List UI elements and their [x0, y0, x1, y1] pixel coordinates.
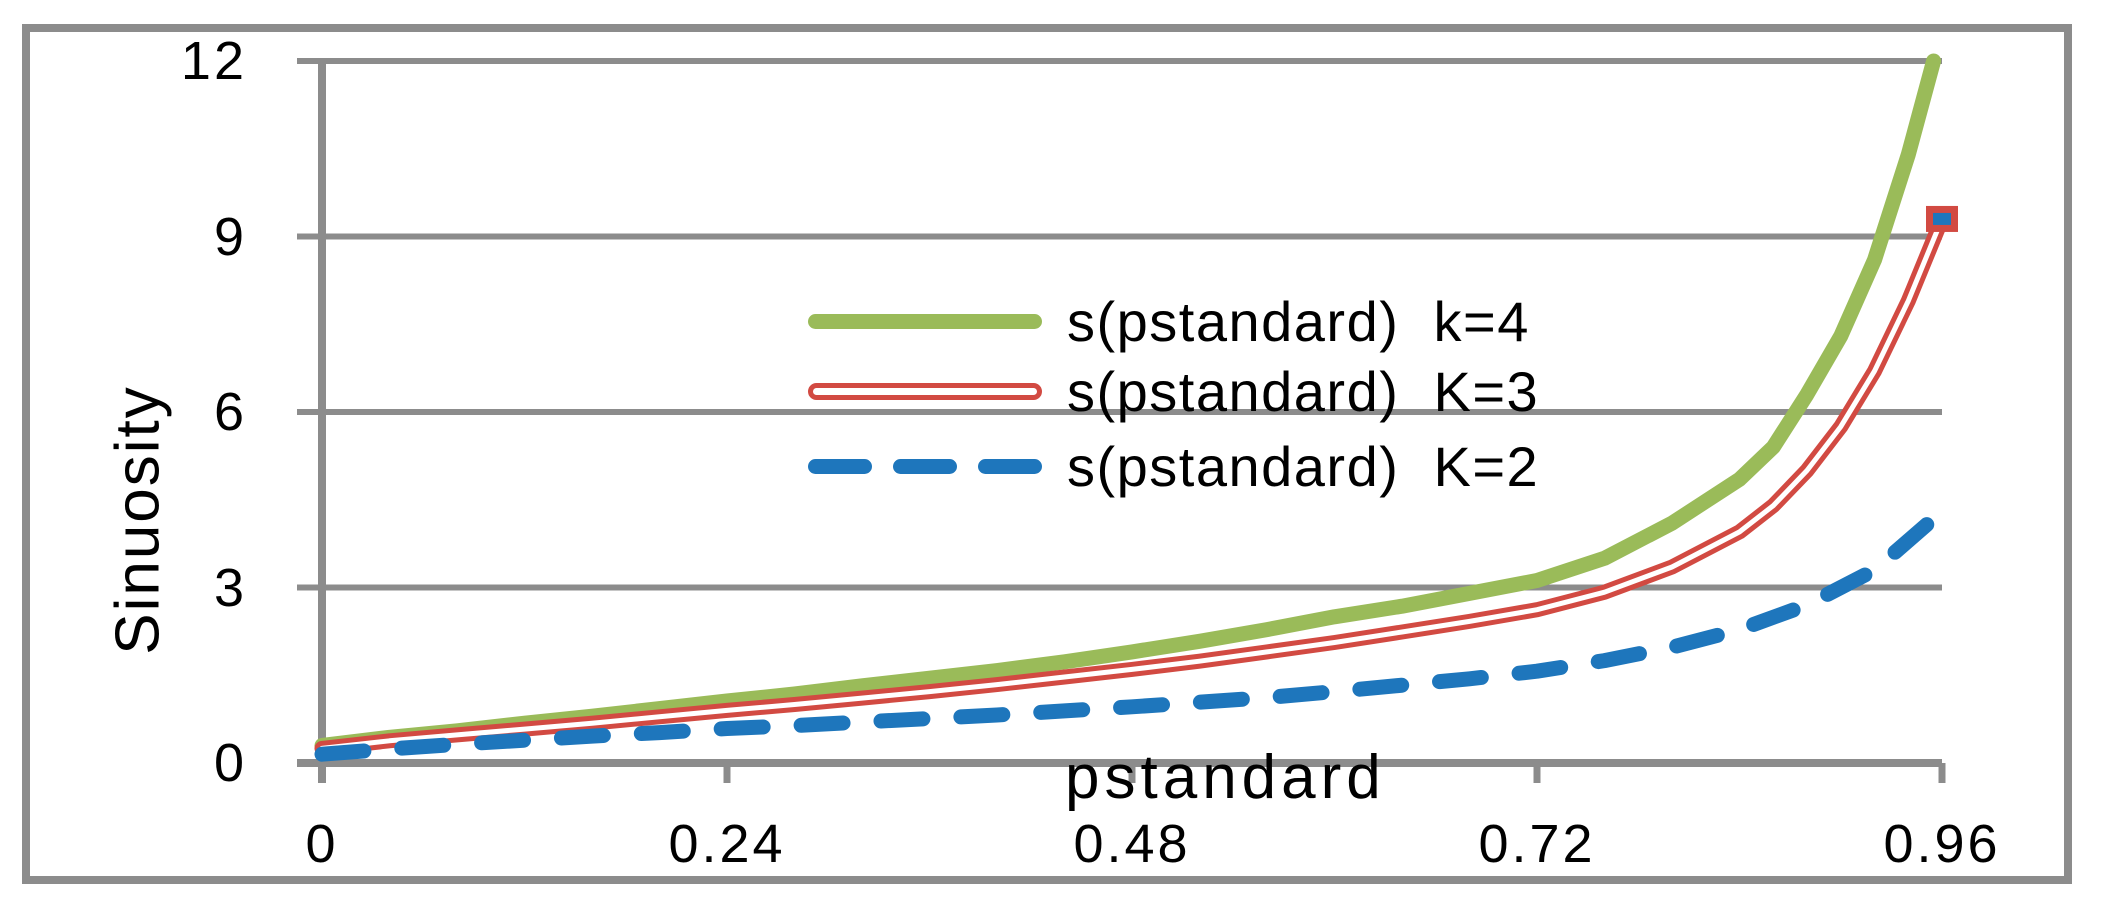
x-tick-label: 0.48 — [1073, 814, 1191, 874]
chart-frame — [22, 24, 2072, 884]
x-tick-label: 0 — [305, 814, 339, 874]
legend-label: s(pstandard) K=3 — [1067, 359, 1540, 423]
green-line-sample — [808, 313, 1042, 329]
blue-line-sample — [808, 458, 1042, 474]
red-line-sample — [808, 382, 1042, 400]
x-tick-label: 0.72 — [1478, 814, 1596, 874]
legend-label: s(pstandard) k=4 — [1067, 289, 1530, 353]
y-tick-label: 0 — [213, 733, 247, 793]
legend-swatch-red-double — [808, 382, 1042, 400]
legend-label: s(pstandard) K=2 — [1067, 434, 1540, 498]
legend-swatch-blue-dashed — [808, 458, 1042, 474]
legend-item-k3: s(pstandard) K=3 — [808, 356, 1539, 426]
legend-item-k4: s(pstandard) k=4 — [808, 286, 1530, 356]
legend-swatch-green-solid — [808, 313, 1042, 329]
dash-segment — [893, 458, 957, 474]
series-line-0 — [314, 53, 1942, 753]
series-line-1-core — [319, 216, 1945, 751]
series-line-2 — [314, 503, 1950, 762]
x-tick-label: 0.24 — [668, 814, 786, 874]
y-tick-label: 12 — [180, 31, 247, 91]
legend-item-k2: s(pstandard) K=2 — [808, 431, 1539, 501]
series-end-marker — [1926, 205, 1958, 232]
dash-segment — [808, 458, 872, 474]
y-tick-label: 9 — [213, 206, 247, 267]
y-tick-label: 3 — [213, 557, 247, 618]
dash-segment — [978, 458, 1042, 474]
x-tick-label: 0.96 — [1883, 814, 2001, 874]
y-tick-label: 6 — [213, 382, 247, 442]
x-axis-title: pstandard — [1065, 743, 1386, 812]
